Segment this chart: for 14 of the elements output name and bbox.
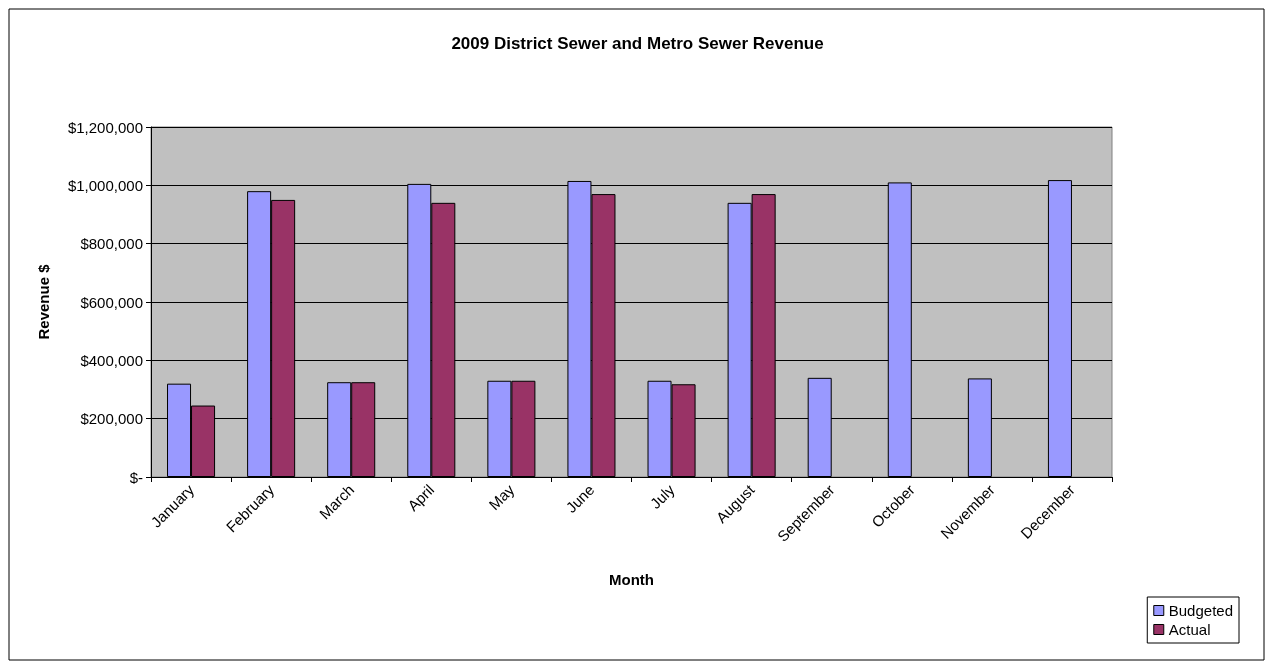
y-tick-label: $400,000 (80, 351, 143, 369)
legend-label: Actual (1168, 621, 1211, 638)
y-axis-title: Revenue $ (35, 263, 52, 340)
chart-title: 2009 District Sewer and Metro Sewer Revenue (451, 34, 824, 53)
x-tick-label: July (646, 480, 678, 512)
y-tick-label: $1,000,000 (67, 176, 143, 194)
legend-label: Budgeted (1168, 602, 1234, 619)
x-axis-title: Month (609, 571, 654, 588)
y-tick-label: $600,000 (80, 293, 143, 311)
y-tick-label: $800,000 (80, 235, 143, 253)
y-tick-label: $- (129, 468, 143, 486)
x-tick-label: May (485, 480, 518, 514)
y-tick-label: $1,200,000 (67, 118, 143, 136)
y-tick-label: $200,000 (80, 410, 143, 428)
